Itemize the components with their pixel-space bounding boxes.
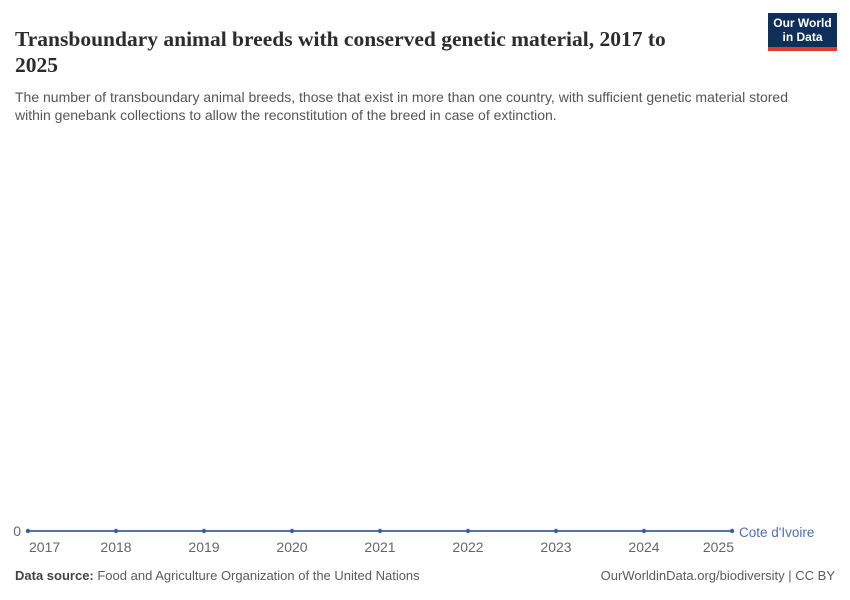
x-axis-tick-label: 2018 (100, 539, 131, 555)
owid-logo[interactable]: Our World in Data (768, 13, 837, 51)
data-point-marker (113, 528, 119, 534)
data-point-marker (377, 528, 383, 534)
y-axis-tick-label: 0 (13, 523, 21, 539)
data-point-marker (553, 528, 559, 534)
data-point-marker (201, 528, 207, 534)
data-point-marker (729, 528, 735, 534)
x-axis-tick-label: 2022 (452, 539, 483, 555)
x-axis-tick-label: 2017 (29, 539, 60, 555)
x-axis-tick-label: 2024 (628, 539, 659, 555)
entity-label[interactable]: Cote d'Ivoire (739, 525, 814, 540)
data-source-label: Data source: (15, 568, 94, 583)
data-point-marker (25, 528, 31, 534)
x-axis-tick-label: 2025 (703, 539, 734, 555)
x-axis-tick-label: 2019 (188, 539, 219, 555)
data-point-marker (289, 528, 295, 534)
data-source-note: Data source: Food and Agriculture Organi… (15, 568, 420, 583)
chart-title: Transboundary animal breeds with conserv… (15, 27, 666, 78)
owid-logo-line2: in Data (782, 30, 823, 44)
chart-subtitle: The number of transboundary animal breed… (15, 89, 789, 123)
owid-logo-line1: Our World (773, 16, 832, 30)
data-point-marker (641, 528, 647, 534)
chart-footer: Data source: Food and Agriculture Organi… (15, 568, 835, 583)
x-axis-tick-label: 2021 (364, 539, 395, 555)
data-source-text: Food and Agriculture Organization of the… (93, 568, 420, 583)
x-axis-tick-label: 2020 (276, 539, 307, 555)
x-axis-tick-label: 2023 (540, 539, 571, 555)
data-point-marker (465, 528, 471, 534)
credit-link[interactable]: OurWorldinData.org/biodiversity | CC BY (600, 568, 835, 583)
